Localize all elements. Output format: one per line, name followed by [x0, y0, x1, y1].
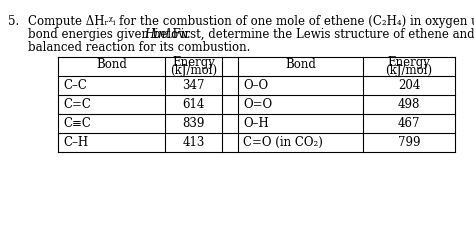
Text: Bond: Bond [96, 58, 127, 71]
Text: 839: 839 [182, 117, 205, 130]
Text: 347: 347 [182, 79, 205, 92]
Text: 614: 614 [182, 98, 205, 111]
Text: balanced reaction for its combustion.: balanced reaction for its combustion. [28, 41, 250, 54]
Text: 498: 498 [398, 98, 420, 111]
Text: (kJ/mol): (kJ/mol) [385, 64, 433, 77]
Text: Compute ΔHᵣᵡᵢ for the combustion of one mole of ethene (C₂H₄) in oxygen using th: Compute ΔHᵣᵡᵢ for the combustion of one … [28, 15, 474, 28]
Text: 413: 413 [182, 136, 205, 149]
Text: C=C: C=C [63, 98, 91, 111]
Text: O=O: O=O [243, 98, 272, 111]
Text: C–H: C–H [63, 136, 88, 149]
Text: C≡C: C≡C [63, 117, 91, 130]
Text: O–O: O–O [243, 79, 268, 92]
Text: O–H: O–H [243, 117, 269, 130]
Text: C=O (in CO₂): C=O (in CO₂) [243, 136, 323, 149]
Text: C–C: C–C [63, 79, 87, 92]
Text: Energy: Energy [172, 56, 215, 69]
Text: Hint:: Hint: [144, 28, 174, 41]
Text: (kJ/mol): (kJ/mol) [170, 64, 217, 77]
Text: 5.: 5. [8, 15, 19, 28]
Text: Energy: Energy [388, 56, 430, 69]
Text: 799: 799 [398, 136, 420, 149]
Text: 204: 204 [398, 79, 420, 92]
Text: First, determine the Lewis structure of ethene and write a: First, determine the Lewis structure of … [165, 28, 474, 41]
Text: bond energies given below.: bond energies given below. [28, 28, 198, 41]
Text: Bond: Bond [285, 58, 316, 71]
Text: 467: 467 [398, 117, 420, 130]
